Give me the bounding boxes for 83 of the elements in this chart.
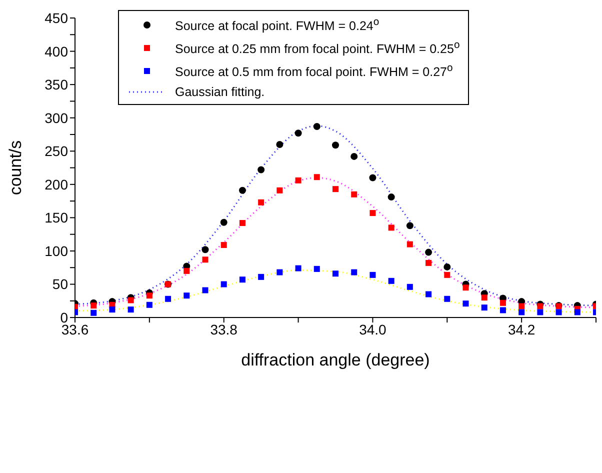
point: [220, 242, 227, 248]
point: [314, 174, 320, 180]
point: [406, 241, 413, 248]
point: [258, 166, 265, 174]
point: [332, 270, 338, 277]
point: [276, 269, 283, 276]
point: [426, 291, 432, 298]
point: [238, 186, 246, 194]
point: [294, 130, 302, 137]
point: [202, 287, 208, 294]
y-tick-label: 200: [44, 176, 68, 192]
y-tick-label: 50: [52, 276, 68, 292]
point: [276, 187, 283, 194]
point: [239, 220, 246, 226]
point: [276, 140, 284, 148]
point: [370, 210, 376, 216]
point: [518, 303, 525, 310]
point: [239, 276, 246, 283]
legend-label: Gaussian fitting.: [175, 84, 265, 102]
x-tick-label: 34.2: [508, 321, 536, 338]
point: [481, 304, 488, 311]
point: [146, 302, 152, 308]
point: [518, 309, 525, 316]
point: [146, 292, 152, 299]
point: [462, 300, 469, 307]
point: [109, 306, 116, 313]
point: [370, 272, 376, 278]
point: [444, 272, 450, 278]
point: [184, 292, 190, 299]
point: [202, 256, 208, 263]
point: [556, 309, 562, 316]
point: [313, 122, 320, 130]
point: [128, 297, 134, 304]
y-tick-label: 300: [44, 110, 68, 126]
y-tick-label: 0: [60, 310, 68, 326]
point: [258, 199, 264, 206]
point: [165, 296, 172, 302]
y-axis-title: count/s: [6, 140, 26, 196]
legend-label: Source at 0.5 mm from focal point. FWHM = 0.27$^{o}$: [175, 62, 453, 82]
point: [462, 284, 469, 291]
point: [332, 186, 338, 192]
point: [388, 194, 395, 201]
x-tick-label: 33.8: [210, 321, 238, 338]
y-tick-label: 450: [44, 10, 68, 26]
x-tick-label: 34.0: [359, 321, 387, 338]
point: [426, 260, 432, 266]
point: [128, 306, 134, 313]
point: [388, 224, 394, 231]
point: [500, 307, 506, 314]
point: [574, 309, 580, 316]
point: [202, 246, 209, 254]
y-tick-label: 400: [44, 43, 68, 60]
legend-label: Source at focal point. FWHM = 0.24$^{o}$: [175, 16, 380, 36]
point: [406, 284, 413, 290]
point: [388, 278, 394, 284]
point: [220, 218, 228, 226]
x-axis-title: diffraction angle (degree): [241, 350, 430, 370]
point: [90, 310, 97, 316]
point: [184, 268, 190, 274]
y-tick-label: 150: [44, 210, 68, 226]
point: [444, 296, 450, 302]
point: [406, 222, 414, 230]
point: [425, 248, 432, 256]
y-tick-label: 250: [44, 143, 68, 160]
point: [351, 191, 358, 198]
point: [444, 263, 451, 270]
point: [369, 174, 376, 182]
point: [332, 142, 339, 149]
point: [90, 302, 97, 309]
point: [351, 269, 358, 276]
y-tick-label: 350: [44, 76, 68, 93]
legend-label: Source at 0.25 mm from focal point. FWHM = 0.25$^{o}$: [175, 39, 460, 58]
point: [314, 266, 320, 272]
point: [500, 300, 506, 306]
point: [350, 152, 358, 160]
point: [481, 294, 488, 301]
y-tick-label: 100: [44, 242, 68, 259]
point: [537, 303, 544, 310]
point: [295, 177, 302, 184]
point: [537, 309, 544, 316]
point: [220, 281, 227, 288]
point: [258, 274, 264, 280]
point: [295, 265, 302, 272]
